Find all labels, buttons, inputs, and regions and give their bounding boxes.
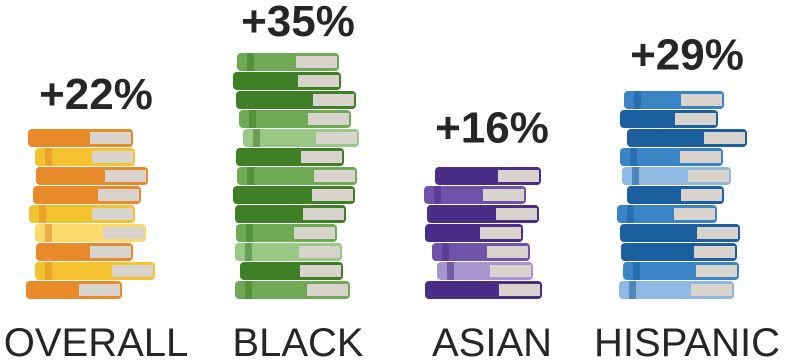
book — [437, 262, 533, 280]
book — [235, 205, 346, 223]
book — [35, 148, 135, 166]
book — [239, 110, 351, 128]
book — [237, 53, 339, 71]
book — [432, 243, 530, 261]
book — [35, 224, 146, 242]
book — [36, 167, 148, 185]
book — [236, 148, 344, 166]
book — [623, 262, 739, 280]
book — [243, 129, 359, 147]
book — [240, 262, 343, 280]
category-label-hispanic: HISPANIC — [594, 321, 780, 362]
book — [617, 205, 717, 223]
book — [424, 186, 526, 204]
book — [627, 186, 724, 204]
book — [36, 243, 133, 261]
value-label-asian: +16% — [435, 103, 549, 152]
category-label-black: BLACK — [232, 321, 363, 362]
value-label-hispanic: +29% — [630, 31, 744, 80]
value-label-overall: +22% — [39, 70, 153, 119]
book — [425, 224, 523, 242]
book — [235, 281, 350, 299]
book — [236, 224, 337, 242]
value-label-black: +35% — [241, 0, 355, 46]
category-label-asian: ASIAN — [432, 321, 552, 362]
book — [627, 129, 747, 147]
book — [620, 148, 723, 166]
book — [620, 224, 740, 242]
book — [237, 167, 357, 185]
book-stack-asian — [424, 167, 542, 299]
book — [28, 129, 133, 147]
book — [619, 281, 734, 299]
book — [35, 262, 155, 280]
book — [427, 205, 539, 223]
category-label-overall: OVERALL — [4, 321, 189, 362]
book — [235, 243, 342, 261]
book-stack-hispanic — [617, 91, 747, 299]
book — [620, 110, 718, 128]
book — [425, 281, 542, 299]
book — [621, 243, 737, 261]
book — [435, 167, 541, 185]
book — [26, 281, 122, 299]
book — [33, 186, 141, 204]
book — [233, 186, 355, 204]
book — [624, 91, 724, 109]
book-stack-overall — [26, 129, 155, 299]
book — [29, 205, 135, 223]
book — [236, 91, 356, 109]
book — [622, 167, 731, 185]
book-stack-black — [233, 53, 359, 299]
book — [233, 72, 341, 90]
